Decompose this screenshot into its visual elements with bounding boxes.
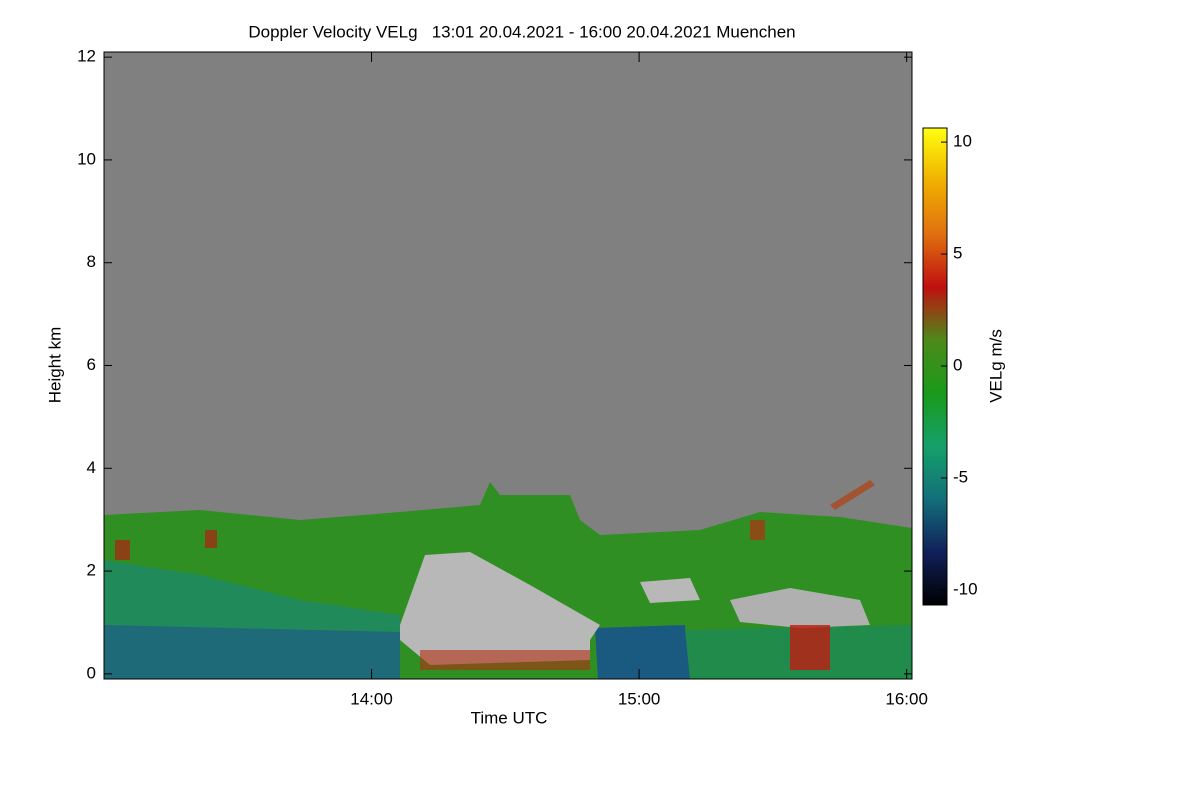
y-tick-label: 8	[87, 252, 96, 271]
velocity-field	[104, 480, 912, 679]
clear-region	[400, 552, 600, 665]
clear-region	[730, 588, 870, 628]
y-tick-label: 10	[77, 149, 96, 168]
echo-region	[595, 625, 690, 679]
x-axis-label: Time UTC	[471, 708, 548, 727]
x-tick-label: 16:00	[885, 689, 928, 708]
clear-region	[640, 578, 700, 603]
y-tick-label: 4	[87, 458, 96, 477]
echo-region	[115, 540, 130, 560]
echo-region	[420, 650, 590, 670]
y-tick-label: 0	[87, 663, 96, 682]
y-tick-label: 12	[77, 47, 96, 66]
y-tick-label: 6	[87, 355, 96, 374]
colorbar-tick-label: 0	[953, 356, 962, 375]
colorbar-tick-label: -10	[953, 579, 978, 598]
echo-region	[750, 520, 765, 540]
colorbar-label: VELg m/s	[986, 329, 1005, 403]
colorbar-tick-label: -5	[953, 468, 968, 487]
y-axis-label: Height km	[45, 327, 64, 404]
chart-title: Doppler Velocity VELg 13:01 20.04.2021 -…	[248, 22, 795, 41]
x-tick-label: 15:00	[618, 689, 661, 708]
echo-region	[205, 530, 217, 548]
colorbar-tick-label: 5	[953, 244, 962, 263]
colorbar-tick-label: 10	[953, 132, 972, 151]
x-tick-label: 14:00	[350, 689, 393, 708]
echo-region	[104, 625, 400, 679]
echo-region	[830, 480, 875, 510]
echo-region	[790, 625, 830, 670]
y-tick-label: 2	[87, 561, 96, 580]
